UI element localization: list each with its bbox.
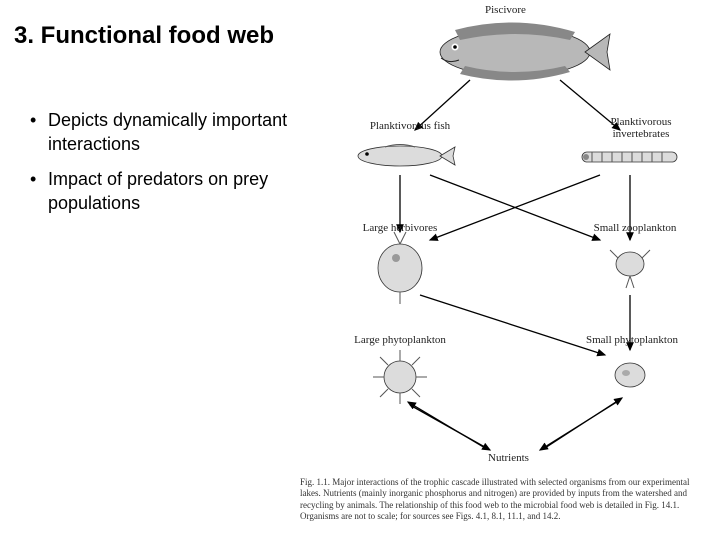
node-label: Small zooplankton xyxy=(580,222,690,234)
edge-arrow xyxy=(408,402,485,448)
plank-fish-icon xyxy=(358,145,455,167)
large-herb-icon xyxy=(378,232,422,304)
node-label: Planktivorous invertebrates xyxy=(586,116,696,140)
list-item: Depicts dynamically important interactio… xyxy=(30,108,290,157)
node-label: Piscivore xyxy=(485,4,526,16)
node-label: Large phytoplankton xyxy=(340,334,460,346)
large-phyto-icon xyxy=(373,350,427,404)
list-item: Impact of predators on prey populations xyxy=(30,167,290,216)
slide: 3. Functional food web Depicts dynamical… xyxy=(0,0,720,540)
edge-arrow xyxy=(545,398,622,448)
bullet-list: Depicts dynamically important interactio… xyxy=(30,108,290,225)
slide-title: 3. Functional food web xyxy=(14,22,274,50)
piscivore-icon xyxy=(440,22,610,80)
diagram-svg xyxy=(290,0,720,500)
plank-inv-icon xyxy=(582,152,677,162)
node-label: Nutrients xyxy=(488,452,529,464)
small-zoo-icon xyxy=(610,250,650,288)
node-label: Planktivorous fish xyxy=(360,120,460,132)
figure-caption: Fig. 1.1. Major interactions of the trop… xyxy=(300,477,700,522)
edge-arrow xyxy=(420,295,605,355)
small-phyto-icon xyxy=(615,363,645,387)
node-label: Small phytoplankton xyxy=(572,334,692,346)
food-web-diagram: Piscivore Planktivorous fish Planktivoro… xyxy=(290,0,720,540)
node-label: Large herbivores xyxy=(350,222,450,234)
